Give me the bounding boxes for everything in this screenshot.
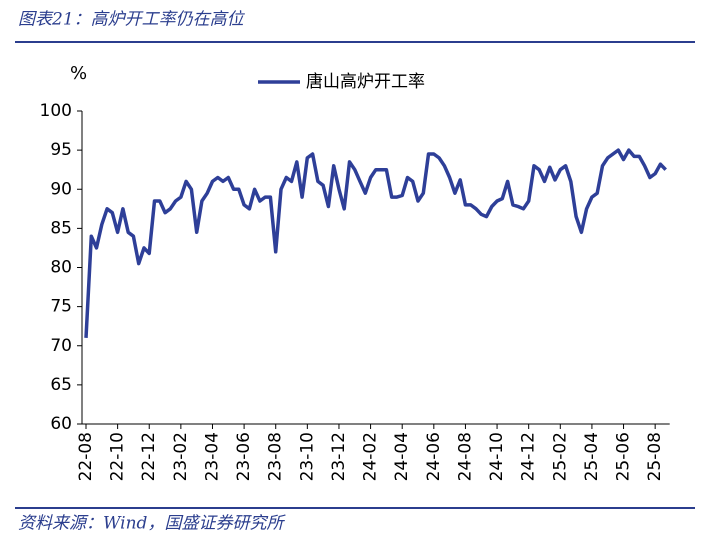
source: 资料来源：Wind，国盛证券研究所 (18, 514, 286, 534)
y-tick-label: 85 (50, 218, 72, 238)
x-tick-label: 23-04 (202, 432, 222, 481)
x-tick-label: 23-02 (171, 432, 191, 481)
chart-title: 图表21：高炉开工率仍在高位 (18, 10, 246, 30)
x-tick-label: 25-06 (614, 432, 634, 481)
x-tick-label: 23-08 (266, 432, 286, 481)
y-tick-label: 60 (50, 414, 72, 434)
x-tick-label: 23-12 (329, 432, 349, 481)
x-tick-label: 25-02 (550, 432, 570, 481)
x-tick-label: 25-04 (582, 432, 602, 481)
y-tick-label: 80 (50, 258, 72, 278)
x-tick-label: 24-06 (424, 432, 444, 481)
x-tick-label: 22-10 (108, 432, 128, 481)
x-tick-label: 24-04 (392, 432, 412, 481)
line (84, 148, 667, 338)
x-tick-label: 24-08 (455, 432, 475, 481)
x-tick-label: 24-12 (519, 432, 539, 481)
y-tick-label: 70 (50, 336, 72, 356)
x-tick-label: 22-12 (139, 432, 159, 481)
x-tick-label: 24-02 (361, 432, 381, 481)
y-tick-label: 100 (40, 101, 72, 121)
legend-label: 唐山高炉开工率 (306, 71, 425, 92)
y-tick-label: 75 (50, 297, 72, 317)
y-axis-label: % (70, 63, 87, 84)
y-tick-label: 90 (50, 179, 72, 199)
x-tick-label: 23-10 (297, 432, 317, 481)
x-tick-label: 23-06 (234, 432, 254, 481)
y-tick-label: 95 (50, 140, 72, 160)
y-tick-label: 65 (50, 375, 72, 395)
x-tick-label: 25-08 (645, 432, 665, 481)
x-tick-label: 24-10 (487, 432, 507, 481)
x-tick-label: 22-08 (76, 432, 96, 481)
